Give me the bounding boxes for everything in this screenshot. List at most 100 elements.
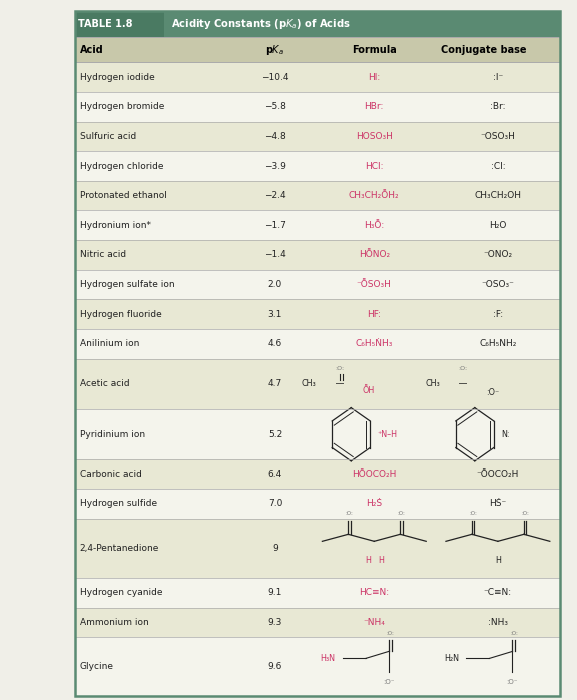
Text: ⁻NH₄: ⁻NH₄ (364, 618, 385, 627)
Text: 9.6: 9.6 (268, 662, 282, 671)
Text: 4.7: 4.7 (268, 379, 282, 389)
Text: ⁻ONO₂: ⁻ONO₂ (484, 251, 512, 260)
Text: Conjugate base: Conjugate base (441, 45, 526, 55)
FancyBboxPatch shape (75, 122, 560, 151)
Text: :O:: :O: (459, 366, 468, 371)
FancyBboxPatch shape (75, 240, 560, 270)
Text: :O:: :O: (387, 631, 395, 636)
Text: ⁻ȬSO₃H: ⁻ȬSO₃H (357, 280, 392, 289)
FancyBboxPatch shape (75, 10, 164, 37)
Text: Nitric acid: Nitric acid (80, 251, 126, 260)
FancyBboxPatch shape (75, 608, 560, 637)
Text: ȬH: ȬH (363, 386, 375, 395)
Text: HȬNO₂: HȬNO₂ (359, 251, 390, 260)
Text: :F:: :F: (493, 309, 503, 318)
Text: ―: ― (459, 379, 467, 389)
Text: −4.8: −4.8 (264, 132, 286, 141)
Text: H: H (495, 556, 501, 566)
Text: HȬOCO₂H: HȬOCO₂H (352, 470, 396, 479)
Text: :O:: :O: (335, 366, 344, 371)
FancyBboxPatch shape (75, 270, 560, 300)
Text: ⁻ȬOCO₂H: ⁻ȬOCO₂H (477, 470, 519, 479)
Text: −1.4: −1.4 (264, 251, 286, 260)
Text: CH₃: CH₃ (302, 379, 317, 389)
Text: HBr:: HBr: (365, 102, 384, 111)
FancyBboxPatch shape (75, 211, 560, 240)
Text: :O:: :O: (346, 511, 354, 516)
Text: Pyridinium ion: Pyridinium ion (80, 430, 145, 439)
Text: C₆H₅ṄH₃: C₆H₅ṄH₃ (355, 340, 393, 349)
Text: :O⁻: :O⁻ (507, 679, 518, 685)
Text: p$K_a$: p$K_a$ (265, 43, 284, 57)
FancyBboxPatch shape (75, 409, 560, 459)
FancyBboxPatch shape (164, 10, 560, 37)
Text: ⁺N–H: ⁺N–H (378, 430, 398, 439)
Text: ―: ― (336, 379, 344, 389)
Text: :NH₃: :NH₃ (488, 618, 508, 627)
Text: Anilinium ion: Anilinium ion (80, 340, 139, 349)
Text: −3.9: −3.9 (264, 162, 286, 171)
Text: Hydrogen sulfide: Hydrogen sulfide (80, 499, 157, 508)
Text: −10.4: −10.4 (261, 73, 288, 82)
Text: :Br:: :Br: (490, 102, 505, 111)
Text: 5.2: 5.2 (268, 430, 282, 439)
Text: C₆H₅NH₂: C₆H₅NH₂ (479, 340, 516, 349)
Text: ⁻C≡N:: ⁻C≡N: (484, 588, 512, 597)
FancyBboxPatch shape (75, 92, 560, 122)
Text: ⁻OSO₃H: ⁻OSO₃H (481, 132, 515, 141)
Text: H₂Ṡ: H₂Ṡ (366, 499, 383, 508)
Text: H: H (379, 556, 384, 566)
Text: HCl:: HCl: (365, 162, 384, 171)
Text: HṠ⁻: HṠ⁻ (489, 499, 507, 508)
Text: HOSO₃H: HOSO₃H (356, 132, 393, 141)
Text: CH₃CH₂OH: CH₃CH₂OH (474, 191, 522, 200)
Text: 2.0: 2.0 (268, 280, 282, 289)
Text: ⁻OSO₃⁻: ⁻OSO₃⁻ (481, 280, 514, 289)
FancyBboxPatch shape (75, 489, 560, 519)
Text: HC≡N:: HC≡N: (359, 588, 389, 597)
Text: Sulfuric acid: Sulfuric acid (80, 132, 136, 141)
Text: :O:: :O: (521, 511, 529, 516)
Text: 6.4: 6.4 (268, 470, 282, 479)
Text: −1.7: −1.7 (264, 220, 286, 230)
Text: 9.3: 9.3 (268, 618, 282, 627)
Text: CH₃: CH₃ (425, 379, 440, 389)
Text: H₃Ȭ:: H₃Ȭ: (364, 220, 384, 230)
Text: Acetic acid: Acetic acid (80, 379, 129, 389)
Text: :O:: :O: (510, 631, 518, 636)
Text: :Cl:: :Cl: (490, 162, 505, 171)
Text: :O:: :O: (398, 511, 406, 516)
FancyBboxPatch shape (75, 37, 560, 62)
Text: 7.0: 7.0 (268, 499, 282, 508)
Text: :O⁻: :O⁻ (486, 388, 500, 397)
Text: 9: 9 (272, 544, 278, 553)
Text: Protonated ethanol: Protonated ethanol (80, 191, 167, 200)
Text: :O⁻: :O⁻ (383, 679, 395, 685)
Text: Hydrogen chloride: Hydrogen chloride (80, 162, 163, 171)
Text: Ammonium ion: Ammonium ion (80, 618, 148, 627)
Text: N:: N: (501, 430, 510, 439)
FancyBboxPatch shape (75, 151, 560, 181)
FancyBboxPatch shape (75, 300, 560, 329)
Text: HF:: HF: (368, 309, 381, 318)
Text: CH₃CH₂ȬH₂: CH₃CH₂ȬH₂ (349, 191, 400, 200)
FancyBboxPatch shape (75, 637, 560, 696)
Text: H₃N: H₃N (321, 654, 336, 663)
Text: Glycine: Glycine (80, 662, 114, 671)
Text: 2,4-Pentanedione: 2,4-Pentanedione (80, 544, 159, 553)
Text: Hydrogen bromide: Hydrogen bromide (80, 102, 164, 111)
Text: Hydrogen fluoride: Hydrogen fluoride (80, 309, 162, 318)
FancyBboxPatch shape (75, 329, 560, 358)
Text: 3.1: 3.1 (268, 309, 282, 318)
Text: 4.6: 4.6 (268, 340, 282, 349)
Text: Formula: Formula (352, 45, 396, 55)
Text: Acidity Constants (p$K_a$) of Acids: Acidity Constants (p$K_a$) of Acids (171, 17, 351, 31)
Text: HI:: HI: (368, 73, 380, 82)
Text: Hydrogen sulfate ion: Hydrogen sulfate ion (80, 280, 174, 289)
Text: Hydrogen iodide: Hydrogen iodide (80, 73, 155, 82)
Text: 9.1: 9.1 (268, 588, 282, 597)
Text: Carbonic acid: Carbonic acid (80, 470, 141, 479)
Text: −2.4: −2.4 (264, 191, 286, 200)
FancyBboxPatch shape (75, 181, 560, 211)
FancyBboxPatch shape (75, 519, 560, 578)
